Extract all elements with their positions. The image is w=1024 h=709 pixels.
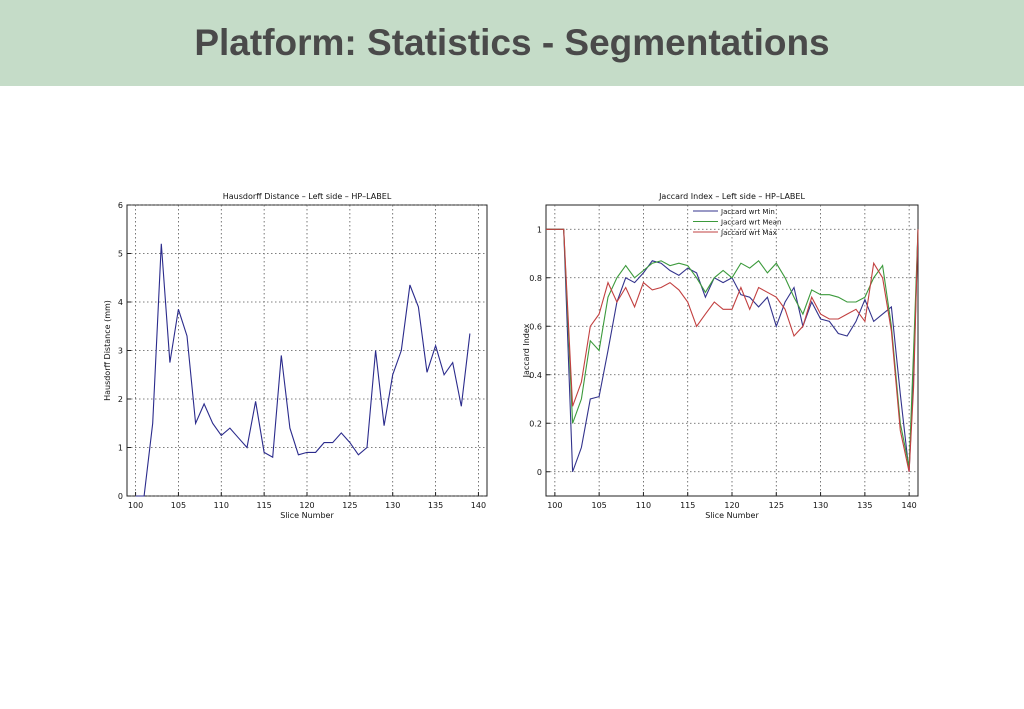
series-line-1 bbox=[135, 243, 471, 497]
x-tick-label: 130 bbox=[813, 501, 828, 510]
x-tick-label: 110 bbox=[214, 501, 229, 510]
y-tick-label: 0.6 bbox=[529, 322, 542, 331]
x-tick-label: 105 bbox=[171, 501, 186, 510]
x-tick-label: 135 bbox=[428, 501, 443, 510]
x-tick-label: 135 bbox=[857, 501, 872, 510]
title-banner: Platform: Statistics - Segmentations bbox=[0, 0, 1024, 86]
x-tick-label: 140 bbox=[471, 501, 486, 510]
y-tick-label: 1 bbox=[537, 225, 542, 234]
x-axis-label: Slice Number bbox=[705, 511, 759, 520]
y-tick-label: 2 bbox=[118, 395, 123, 404]
y-tick-label: 5 bbox=[118, 250, 123, 259]
y-tick-label: 6 bbox=[118, 201, 123, 210]
series-line-3 bbox=[546, 228, 919, 472]
chart-title: Jaccard Index – Left side – HP–LABEL bbox=[658, 192, 805, 201]
y-tick-label: 0 bbox=[537, 468, 542, 477]
chart-title: Hausdorff Distance – Left side – HP–LABE… bbox=[223, 192, 392, 201]
x-tick-label: 115 bbox=[257, 501, 272, 510]
y-axis-label: Hausdorff Distance (mm) bbox=[103, 300, 112, 401]
y-tick-label: 4 bbox=[118, 298, 123, 307]
x-tick-label: 110 bbox=[636, 501, 651, 510]
x-tick-label: 125 bbox=[769, 501, 784, 510]
x-tick-label: 125 bbox=[342, 501, 357, 510]
slide-title: Platform: Statistics - Segmentations bbox=[194, 22, 830, 63]
x-tick-label: 100 bbox=[547, 501, 562, 510]
y-tick-label: 0 bbox=[118, 492, 123, 501]
y-tick-label: 0.2 bbox=[529, 419, 542, 428]
legend-label: Jaccard wrt Min bbox=[720, 208, 775, 216]
legend-label: Jaccard wrt Max bbox=[720, 229, 777, 237]
series-line-2 bbox=[546, 228, 919, 468]
y-tick-label: 1 bbox=[118, 444, 123, 453]
x-tick-label: 105 bbox=[592, 501, 607, 510]
x-tick-label: 115 bbox=[680, 501, 695, 510]
x-tick-label: 120 bbox=[724, 501, 739, 510]
y-tick-label: 0.8 bbox=[529, 274, 542, 283]
y-tick-label: 3 bbox=[118, 347, 123, 356]
x-tick-label: 120 bbox=[299, 501, 314, 510]
legend-label: Jaccard wrt Mean bbox=[720, 219, 781, 227]
y-tick-label: 0.4 bbox=[529, 371, 542, 380]
x-tick-label: 130 bbox=[385, 501, 400, 510]
x-tick-label: 100 bbox=[128, 501, 143, 510]
x-axis-label: Slice Number bbox=[280, 511, 334, 520]
y-axis-label: Jaccard Index bbox=[522, 323, 531, 378]
x-tick-label: 140 bbox=[902, 501, 917, 510]
series-line-1 bbox=[546, 228, 919, 472]
